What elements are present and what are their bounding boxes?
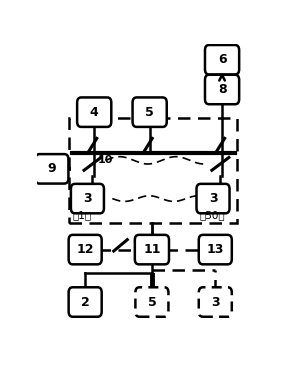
FancyBboxPatch shape [205, 45, 239, 74]
FancyBboxPatch shape [205, 75, 239, 104]
Text: 11: 11 [143, 243, 161, 256]
FancyBboxPatch shape [77, 98, 111, 127]
Text: 4: 4 [90, 106, 99, 118]
Text: 第50路: 第50路 [199, 210, 225, 220]
Text: 第1路: 第1路 [72, 210, 91, 220]
FancyBboxPatch shape [35, 154, 68, 184]
Text: 6: 6 [218, 53, 226, 66]
Text: 13: 13 [206, 243, 224, 256]
Text: 3: 3 [209, 192, 217, 205]
FancyBboxPatch shape [199, 235, 232, 264]
FancyBboxPatch shape [69, 235, 102, 264]
FancyBboxPatch shape [199, 287, 232, 317]
Text: 2: 2 [81, 296, 90, 308]
FancyBboxPatch shape [135, 287, 168, 317]
Text: 5: 5 [147, 296, 156, 308]
Text: 5: 5 [145, 106, 154, 118]
FancyBboxPatch shape [197, 184, 230, 213]
FancyBboxPatch shape [135, 235, 169, 264]
FancyBboxPatch shape [71, 184, 104, 213]
Text: 3: 3 [83, 192, 92, 205]
FancyBboxPatch shape [69, 287, 102, 317]
Text: 10: 10 [98, 155, 113, 165]
Text: 12: 12 [77, 243, 94, 256]
Text: 8: 8 [218, 83, 226, 96]
Text: 9: 9 [48, 162, 56, 175]
FancyBboxPatch shape [133, 98, 167, 127]
Bar [69, 118, 237, 223]
Text: 3: 3 [211, 296, 220, 308]
